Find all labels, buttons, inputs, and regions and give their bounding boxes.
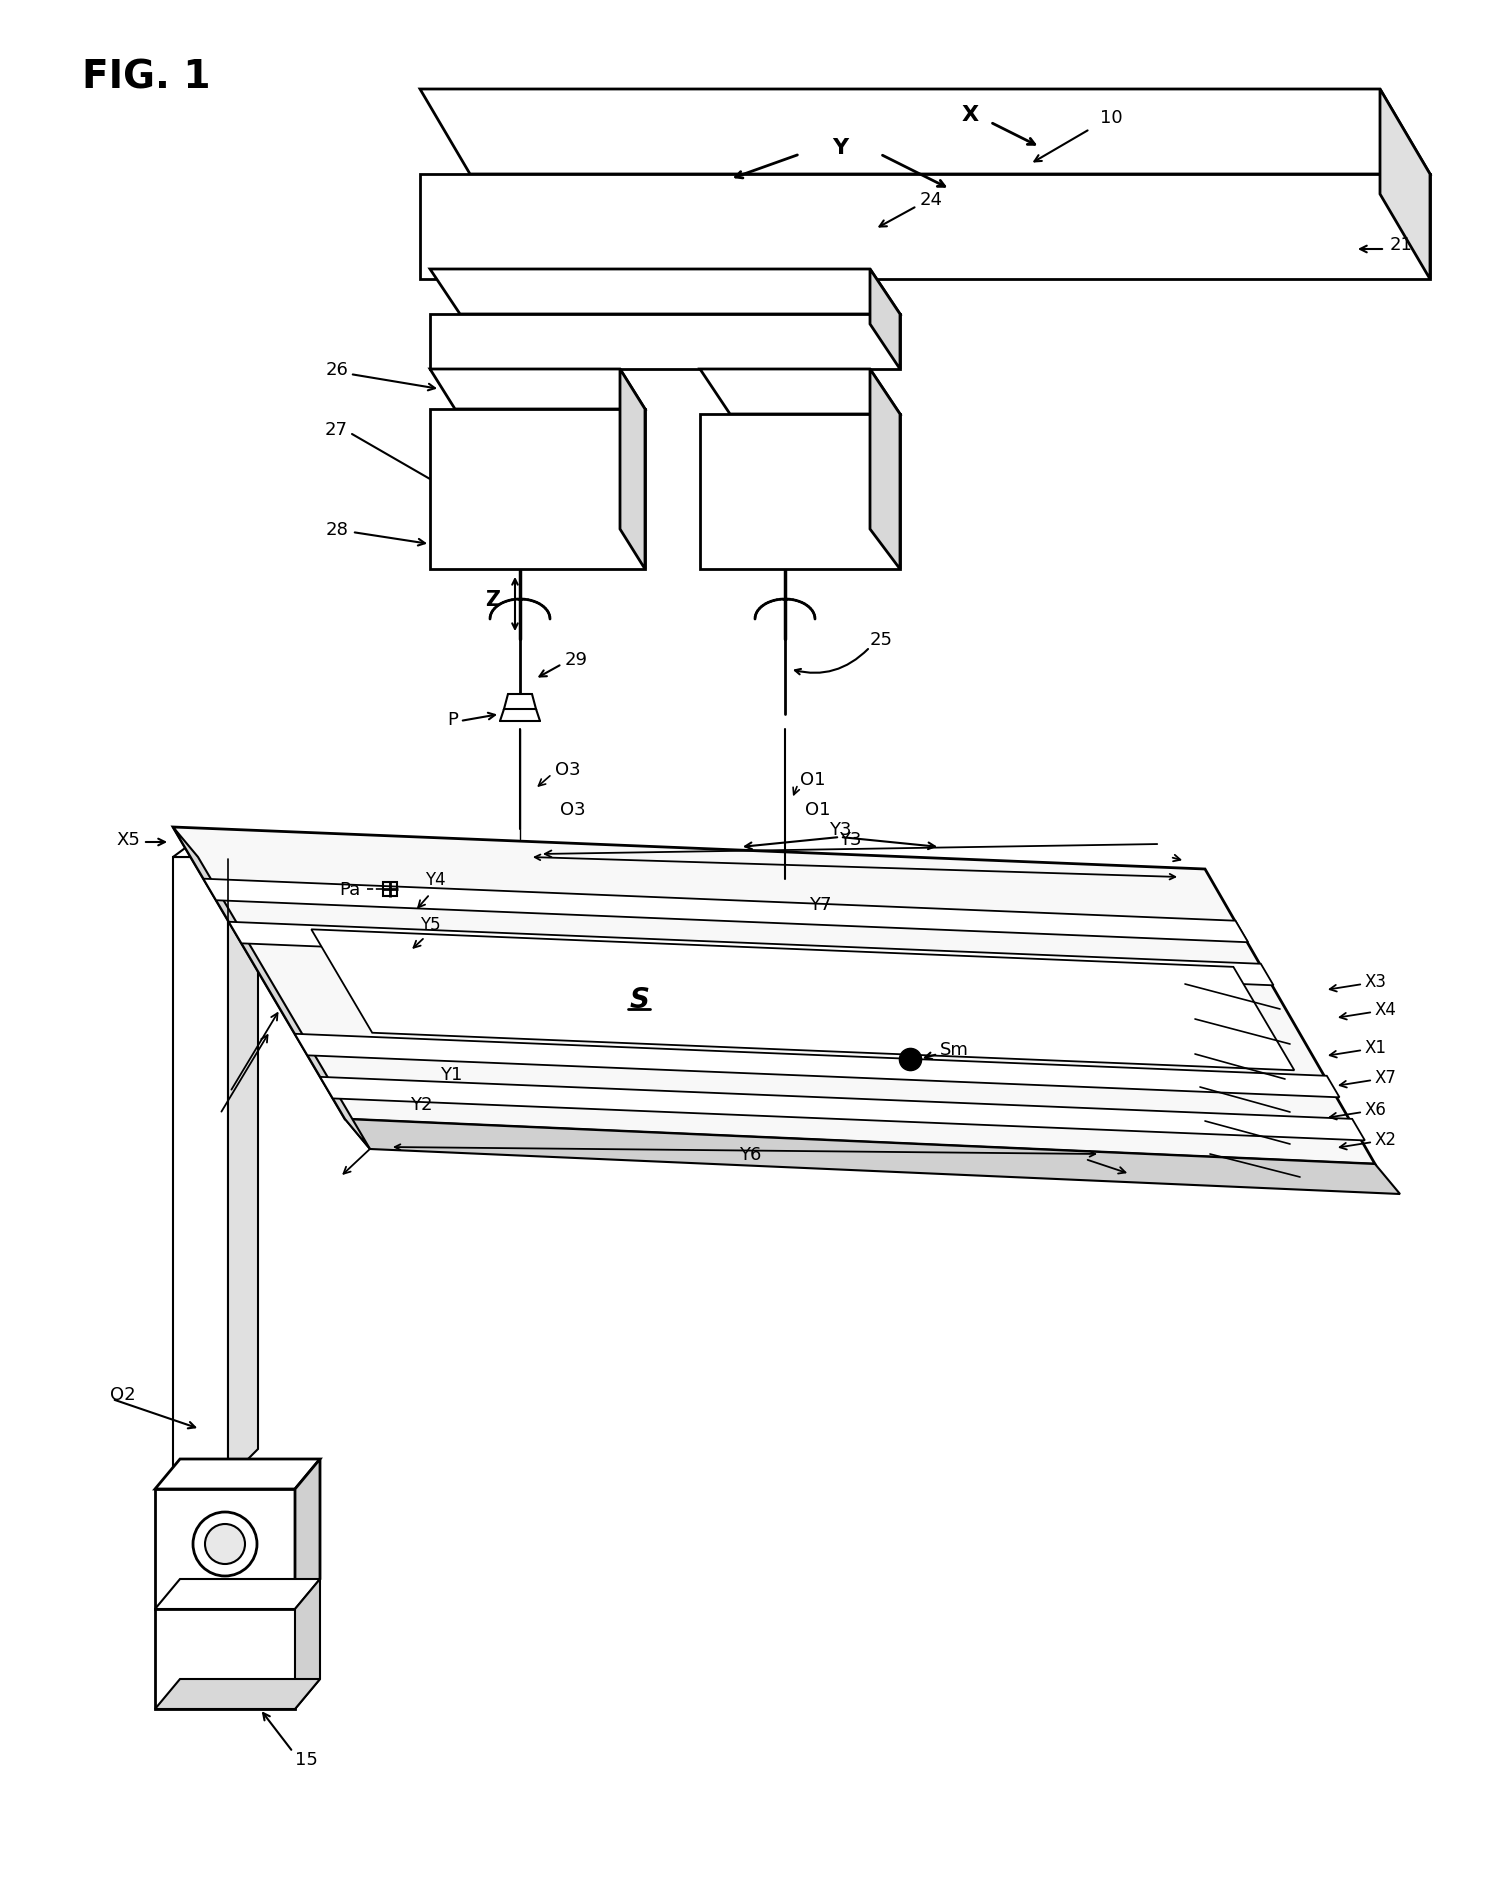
Text: Y1: Y1 (440, 1065, 462, 1084)
Polygon shape (155, 1579, 321, 1609)
Polygon shape (155, 1489, 295, 1609)
Text: 21: 21 (1390, 235, 1413, 254)
Polygon shape (871, 269, 901, 369)
Polygon shape (1381, 90, 1430, 280)
Text: FIG. 1: FIG. 1 (82, 58, 210, 96)
Text: Y7: Y7 (808, 896, 832, 913)
Text: X7: X7 (1375, 1069, 1397, 1086)
Polygon shape (699, 414, 901, 570)
Polygon shape (429, 269, 901, 314)
Text: Y6: Y6 (740, 1146, 762, 1163)
Polygon shape (321, 1077, 1364, 1140)
Polygon shape (504, 694, 535, 710)
Polygon shape (155, 1679, 321, 1709)
Text: S: S (631, 986, 650, 1014)
Polygon shape (173, 858, 228, 1479)
Polygon shape (344, 1120, 1400, 1195)
Polygon shape (173, 837, 258, 858)
Polygon shape (429, 410, 646, 570)
Polygon shape (871, 369, 901, 570)
Text: 15: 15 (295, 1750, 318, 1767)
Text: Z: Z (485, 589, 499, 610)
Text: X5: X5 (116, 830, 140, 849)
Text: O3: O3 (555, 760, 580, 779)
Text: 24: 24 (920, 190, 942, 209)
Text: O1: O1 (805, 800, 830, 819)
Polygon shape (620, 369, 646, 570)
Polygon shape (228, 837, 258, 1479)
Text: 27: 27 (325, 422, 347, 439)
Text: 28: 28 (325, 521, 347, 538)
Text: X4: X4 (1375, 1001, 1397, 1018)
Polygon shape (429, 314, 901, 369)
Text: X2: X2 (1375, 1131, 1397, 1148)
Text: Y: Y (832, 137, 848, 158)
Polygon shape (203, 879, 1248, 943)
Polygon shape (295, 1035, 1339, 1097)
Text: X6: X6 (1364, 1101, 1387, 1118)
Text: X: X (962, 105, 978, 124)
Polygon shape (295, 1579, 321, 1709)
Text: 26: 26 (325, 361, 347, 378)
Circle shape (204, 1524, 245, 1564)
Text: 25: 25 (871, 630, 893, 649)
Text: Y3: Y3 (839, 830, 862, 849)
Polygon shape (295, 1459, 321, 1609)
Circle shape (192, 1513, 256, 1575)
Text: Y2: Y2 (410, 1095, 432, 1114)
Polygon shape (228, 922, 1273, 986)
Polygon shape (155, 1609, 295, 1709)
Text: X3: X3 (1364, 973, 1387, 990)
Polygon shape (420, 90, 1430, 175)
Text: 29: 29 (565, 651, 587, 668)
Text: Y5: Y5 (420, 915, 441, 933)
Text: O1: O1 (801, 770, 826, 789)
Text: O2: O2 (110, 1385, 136, 1404)
Text: Sm: Sm (939, 1041, 969, 1058)
Text: 10: 10 (1100, 109, 1123, 126)
Polygon shape (429, 369, 646, 410)
Text: O3: O3 (561, 800, 586, 819)
Text: Y4: Y4 (425, 871, 446, 888)
Text: P: P (447, 711, 458, 728)
Polygon shape (173, 828, 1375, 1165)
Text: X1: X1 (1364, 1039, 1387, 1056)
Polygon shape (420, 175, 1430, 280)
Polygon shape (155, 1459, 321, 1489)
Polygon shape (312, 930, 1294, 1071)
Polygon shape (173, 828, 370, 1150)
Text: Pa: Pa (338, 881, 359, 898)
Text: Y3: Y3 (829, 821, 851, 839)
Polygon shape (699, 369, 901, 414)
